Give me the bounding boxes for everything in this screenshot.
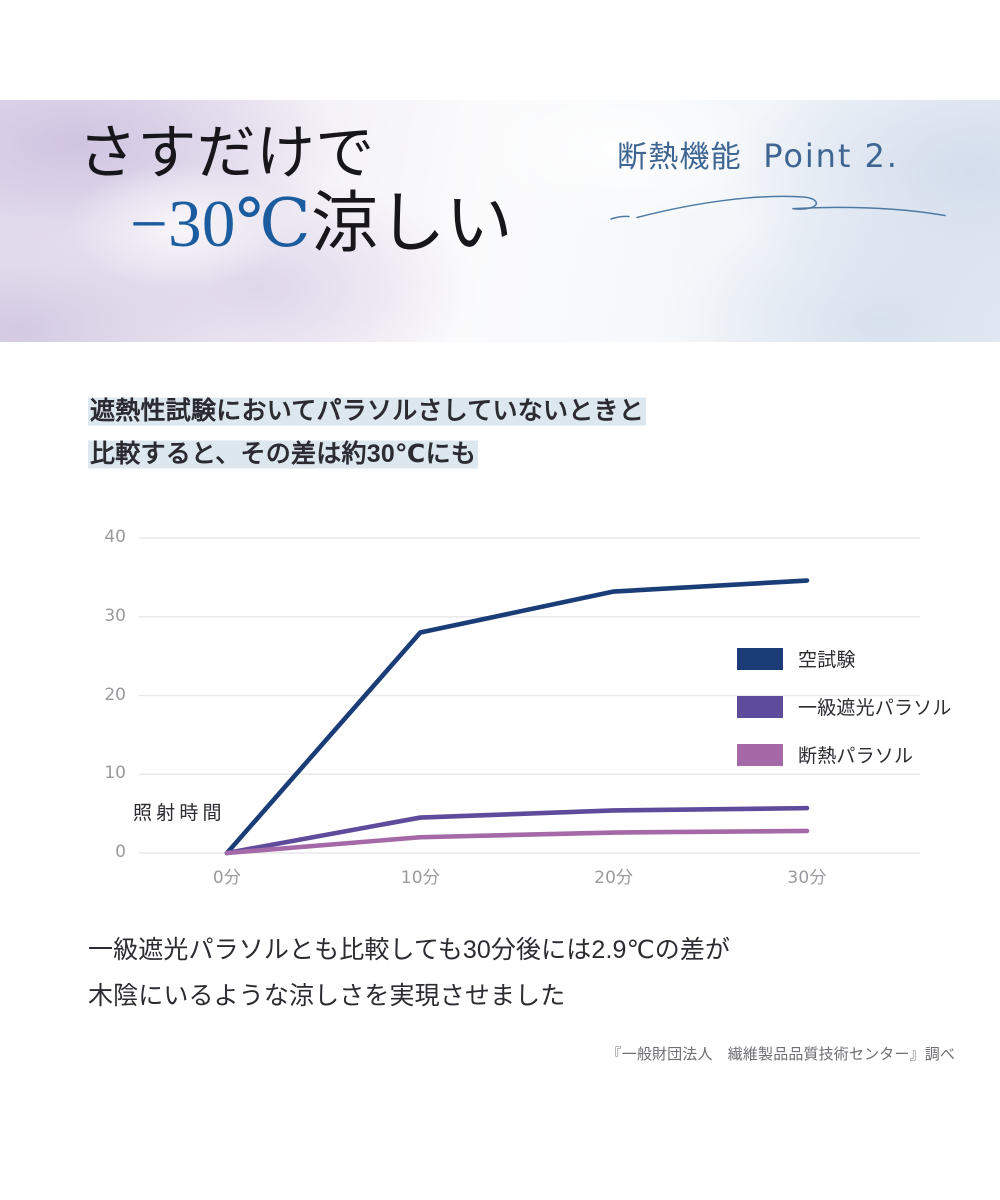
point-badge: 断熱機能 Point 2. [610, 132, 967, 220]
temperature-line-chart [0, 505, 1000, 905]
headline-temperature: −30℃ [130, 186, 312, 261]
swash-underline-icon [610, 195, 946, 220]
point-label-en: Point 2. [763, 137, 899, 175]
chart-gridlines [139, 537, 920, 854]
y-axis-tick-label: 40 [104, 527, 126, 547]
conclusion-text: 一級遮光パラソルとも比較しても30分後には2.9℃の差が 木陰にいるような涼しさ… [88, 928, 918, 1019]
chart-legend: 空試験一級遮光パラソル 断熱パラソル [737, 645, 952, 789]
chart-axis-note: 照射時間 [133, 803, 226, 824]
hero-headline: さすだけで −30℃涼しい [78, 122, 513, 260]
subtitle-line-1: 遮熱性試験においてパラソルさしていないときと [88, 390, 788, 433]
point-label-jp: 断熱機能 [617, 140, 742, 175]
section-subtitle: 遮熱性試験においてパラソルさしていないときと 比較すると、その差は約30℃にも [88, 390, 788, 476]
y-axis-tick-label: 10 [104, 763, 126, 784]
legend-item: 一級遮光パラソル [737, 693, 952, 720]
hero-banner: さすだけで −30℃涼しい 断熱機能 Point 2. [0, 100, 1000, 342]
headline-line-2-rest: 涼しい [311, 186, 513, 261]
series-line [224, 828, 810, 856]
legend-swatch [737, 695, 783, 718]
chart-series-lines [224, 578, 810, 856]
legend-swatch [737, 647, 783, 670]
hero-background-wash [0, 100, 1000, 342]
y-axis-tick-label: 20 [104, 684, 126, 705]
x-axis-tick-label: 0分 [212, 868, 242, 888]
y-axis-tick-label: 0 [115, 842, 126, 862]
subtitle-line-2: 比較すると、その差は約30℃にも [88, 433, 788, 476]
headline-line-2: −30℃涼しい [130, 186, 513, 261]
legend-swatch [737, 743, 783, 766]
legend-label: 空試験 [798, 650, 856, 671]
legend-label: 断熱パラソル [798, 746, 914, 767]
legend-item: 断熱パラソル [737, 741, 952, 768]
legend-item: 空試験 [737, 645, 952, 672]
series-line [224, 805, 810, 856]
conclusion-line-2: 木陰にいるような涼しさを実現させました [88, 981, 566, 1010]
source-credit: 『一般財団法人 繊維製品品質技術センター』調べ [606, 1046, 955, 1063]
headline-line-1: さすだけで [78, 120, 375, 186]
series-line [224, 578, 810, 856]
x-axis-tick-label: 20分 [594, 868, 634, 888]
x-axis-tick-label: 30分 [787, 868, 827, 888]
chart-svg [139, 537, 920, 856]
point-label: 断熱機能 Point 2. [617, 132, 967, 176]
conclusion-line-1: 一級遮光パラソルとも比較しても30分後には2.9℃の差が [88, 936, 731, 964]
x-axis-tick-label: 10分 [400, 868, 440, 888]
legend-label: 一級遮光パラソル [798, 698, 952, 719]
y-axis-tick-label: 30 [104, 605, 126, 626]
